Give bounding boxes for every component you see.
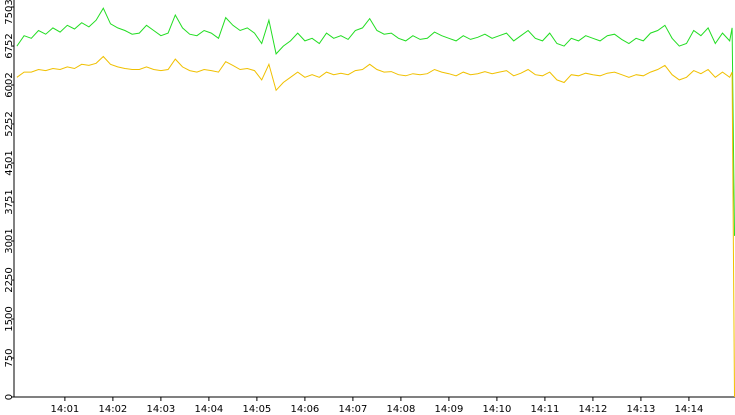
y-tick-label: 6002 [4, 72, 15, 97]
x-tick-label: 14:07 [338, 404, 367, 415]
x-tick-label: 14:13 [627, 404, 656, 415]
x-tick-label: 14:05 [242, 404, 271, 415]
y-tick-label: 750 [4, 348, 15, 367]
y-tick-label: 3751 [4, 189, 15, 214]
x-tick-label: 14:09 [434, 404, 463, 415]
series-line [16, 55, 735, 398]
x-tick-label: 14:01 [50, 404, 79, 415]
y-tick-label: 3001 [4, 228, 15, 253]
y-tick-label: 2250 [4, 267, 15, 292]
y-tick-label: 7503 [4, 0, 15, 25]
y-tick-label: 5252 [4, 111, 15, 136]
x-tick-label: 14:11 [530, 404, 559, 415]
x-tick-label: 14:14 [675, 404, 704, 415]
y-tick-label: 1500 [4, 306, 15, 331]
series-line [16, 7, 735, 236]
x-tick-label: 14:02 [98, 404, 127, 415]
x-tick-label: 14:08 [386, 404, 415, 415]
x-tick-label: 14:12 [578, 404, 607, 415]
x-tick-label: 14:03 [146, 404, 175, 415]
y-tick-label: 4501 [4, 150, 15, 175]
x-tick-label: 14:04 [194, 404, 223, 415]
y-tick-label: 0 [4, 394, 15, 400]
x-tick-label: 14:06 [290, 404, 319, 415]
x-tick-label: 14:10 [482, 404, 511, 415]
y-tick-label: 6752 [4, 33, 15, 58]
